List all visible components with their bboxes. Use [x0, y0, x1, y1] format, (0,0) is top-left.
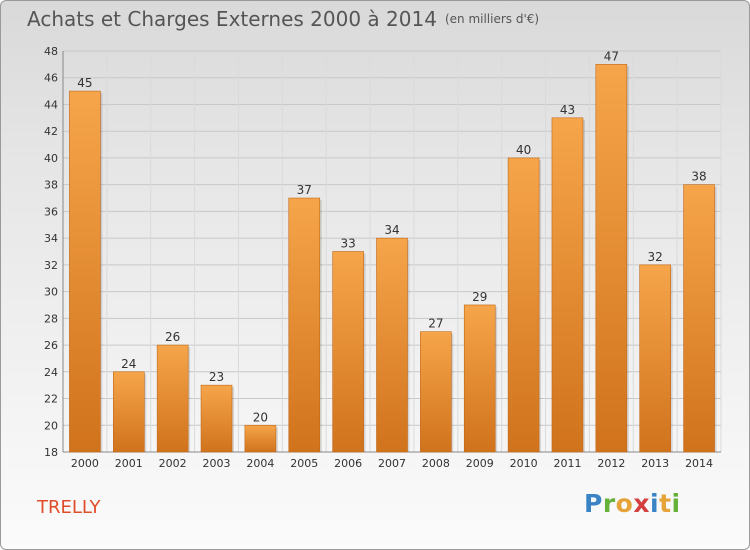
data-label: 27 — [428, 317, 443, 331]
bar — [244, 424, 277, 453]
y-tick-label: 38 — [44, 179, 58, 192]
bar — [595, 64, 628, 453]
x-tick-labels: 2000 2001 2002 2003 2004 2005 2006 2007 2008 2009… — [71, 457, 713, 470]
data-label: 37 — [297, 183, 312, 197]
data-label: 29 — [472, 290, 487, 304]
y-tick-label: 22 — [44, 393, 58, 406]
y-tick-label: 30 — [44, 286, 58, 299]
bar — [69, 90, 101, 453]
bar — [288, 197, 321, 453]
y-tick-label: 48 — [44, 45, 58, 58]
commune-name: TRELLY — [37, 497, 101, 518]
x-tick-label: 2001 — [115, 457, 143, 470]
data-label: 40 — [516, 143, 531, 157]
bar — [683, 184, 715, 453]
bar — [551, 117, 584, 453]
bar — [113, 371, 145, 453]
bar — [639, 264, 672, 453]
x-tick-label: 2008 — [422, 457, 450, 470]
data-label: 33 — [340, 237, 355, 251]
x-tick-label: 2012 — [597, 457, 625, 470]
x-tick-label: 2003 — [203, 457, 231, 470]
x-tick-label: 2011 — [553, 457, 581, 470]
bars — [69, 64, 717, 453]
bar — [463, 304, 496, 453]
y-tick-label: 46 — [44, 72, 58, 85]
y-tick-labels: 18 20 22 24 26 28 30 32 34 36 38 40 42 44 46 48 — [44, 45, 58, 459]
bar — [200, 384, 233, 453]
x-tick-label: 2010 — [510, 457, 538, 470]
bar — [376, 237, 408, 453]
data-label: 43 — [560, 103, 575, 117]
y-tick-label: 42 — [44, 125, 58, 138]
x-tick-label: 2009 — [466, 457, 494, 470]
x-tick-label: 2004 — [246, 457, 274, 470]
data-label: 38 — [691, 170, 706, 184]
data-label: 23 — [209, 370, 224, 384]
data-label: 26 — [165, 330, 180, 344]
data-label: 32 — [648, 250, 663, 264]
data-label: 47 — [604, 49, 619, 63]
x-tick-label: 2006 — [334, 457, 362, 470]
x-tick-label: 2007 — [378, 457, 406, 470]
x-tick-label: 2013 — [641, 457, 669, 470]
data-label: 24 — [121, 357, 136, 371]
chart-title-text: Achats et Charges Externes 2000 à 2014 — [27, 7, 437, 31]
x-tick-label: 2005 — [290, 457, 318, 470]
x-tick-label: 2002 — [159, 457, 187, 470]
data-label: 34 — [384, 223, 399, 237]
bar — [507, 157, 540, 453]
y-tick-label: 20 — [44, 419, 58, 432]
bar — [420, 331, 452, 453]
bar — [156, 344, 189, 453]
y-tick-label: 32 — [44, 259, 58, 272]
y-tick-label: 40 — [44, 152, 58, 165]
y-tick-label: 44 — [44, 98, 58, 111]
data-labels: 45 24 26 23 20 37 33 34 27 29 40 43 47 32 38 — [77, 49, 706, 424]
data-label: 20 — [253, 410, 268, 424]
y-tick-label: 26 — [44, 339, 58, 352]
x-tick-label: 2000 — [71, 457, 99, 470]
bar — [332, 251, 364, 453]
data-label: 45 — [77, 76, 92, 90]
y-tick-label: 18 — [44, 446, 58, 459]
x-tick-label: 2014 — [685, 457, 713, 470]
chart-unit: (en milliers d'€) — [444, 12, 540, 26]
chart-title: Achats et Charges Externes 2000 à 2014 (e… — [27, 7, 539, 31]
y-tick-label: 28 — [44, 312, 58, 325]
y-tick-label: 24 — [44, 366, 58, 379]
y-tick-label: 36 — [44, 205, 58, 218]
proxiti-logo: Proxiti — [584, 489, 681, 518]
y-tick-label: 34 — [44, 232, 58, 245]
